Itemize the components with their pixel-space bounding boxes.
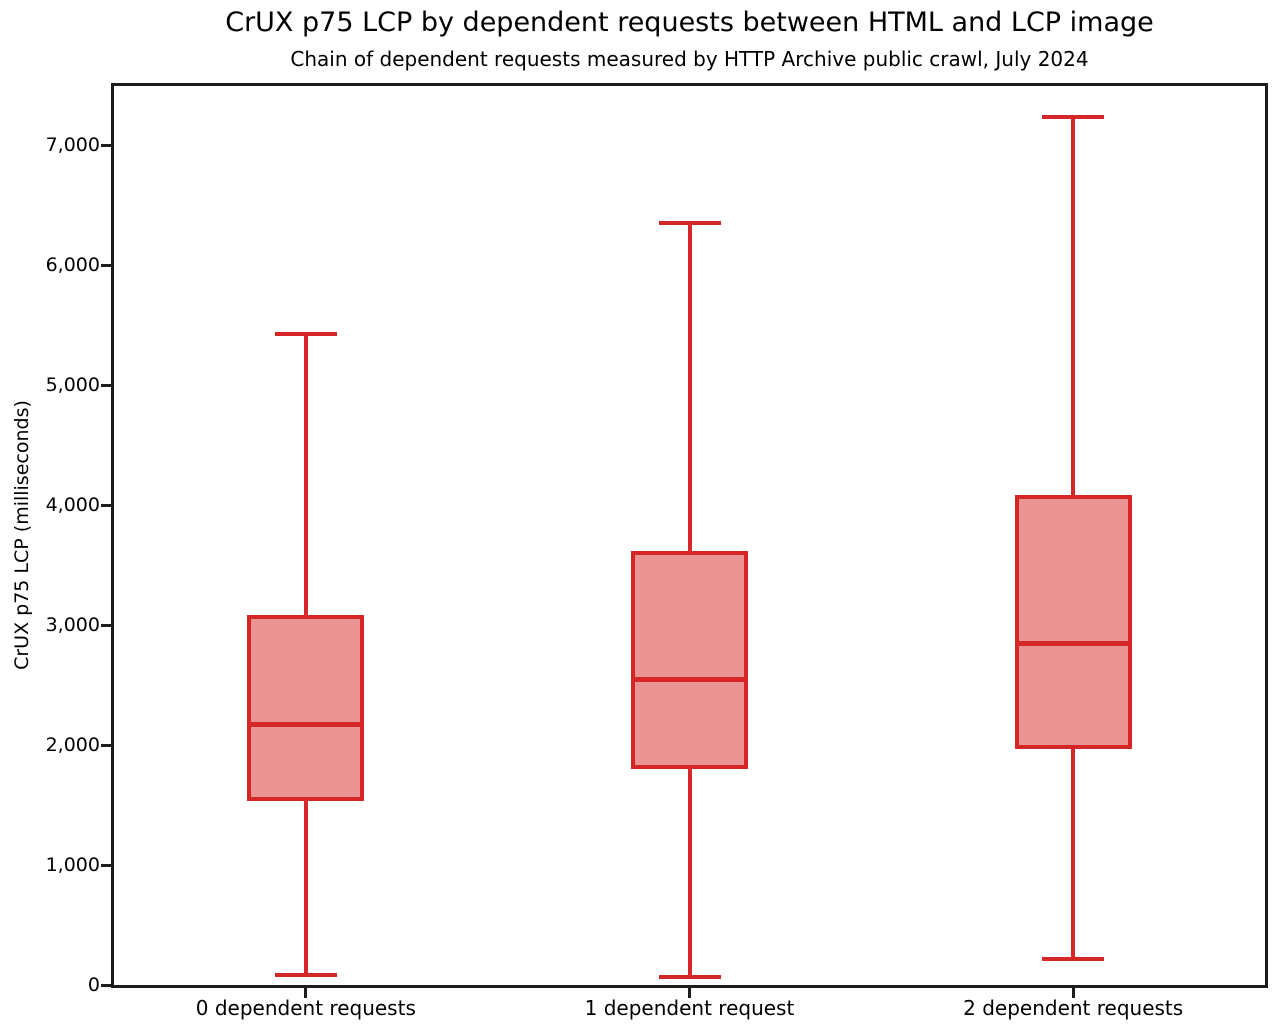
- whisker-lower: [687, 769, 692, 978]
- x-tick-label: 1 dependent request: [584, 996, 795, 1020]
- whisker-cap-top: [658, 220, 721, 225]
- whisker-cap-bottom: [658, 975, 721, 980]
- y-tick-mark: [101, 863, 111, 867]
- plot-frame: [111, 83, 1268, 988]
- whisker-cap-bottom: [1042, 957, 1105, 962]
- box: [247, 614, 365, 801]
- y-tick-label: 1,000: [45, 853, 100, 876]
- y-tick-label: 0: [87, 973, 100, 996]
- y-tick-mark: [101, 384, 111, 388]
- box: [1014, 494, 1132, 749]
- whisker-upper: [687, 222, 692, 552]
- y-tick-mark: [101, 623, 111, 627]
- y-tick-label: 7,000: [45, 134, 100, 157]
- whisker-lower: [1071, 748, 1076, 960]
- median-line: [247, 722, 365, 728]
- whisker-upper: [1071, 116, 1076, 495]
- x-tick-mark: [304, 988, 308, 998]
- plot-area: 0 1,000 2,000 3,000 4,000 5,000 6,000 7,000 0 de…: [46, 86, 1265, 1020]
- y-tick-mark: [101, 264, 111, 268]
- x-tick-mark: [688, 988, 691, 998]
- whisker-cap-top: [274, 332, 337, 337]
- chart-subtitle: Chain of dependent requests measured by …: [290, 47, 1089, 71]
- box: [631, 551, 748, 770]
- median-line: [631, 677, 748, 683]
- y-tick-label: 6,000: [45, 254, 100, 277]
- chart-title: CrUX p75 LCP by dependent requests betwe…: [225, 7, 1154, 38]
- whisker-lower: [303, 801, 308, 975]
- title-block: CrUX p75 LCP by dependent requests betwe…: [114, 6, 1265, 72]
- y-tick-label: 5,000: [45, 374, 100, 397]
- whisker-cap-top: [1042, 114, 1105, 119]
- x-tick-mark: [1071, 988, 1075, 998]
- median-line: [1014, 641, 1132, 647]
- y-tick-label: 2,000: [45, 733, 100, 756]
- y-tick-mark: [101, 743, 111, 747]
- whisker-upper: [303, 334, 308, 615]
- y-tick-mark: [101, 504, 111, 508]
- whisker-cap-bottom: [274, 972, 337, 977]
- y-tick-mark: [101, 983, 111, 987]
- y-tick-mark: [101, 144, 111, 148]
- x-tick-label: 0 dependent requests: [195, 996, 416, 1020]
- x-tick-label: 2 dependent requests: [963, 996, 1184, 1020]
- y-tick-label: 4,000: [45, 494, 100, 517]
- y-tick-label: 3,000: [45, 613, 100, 636]
